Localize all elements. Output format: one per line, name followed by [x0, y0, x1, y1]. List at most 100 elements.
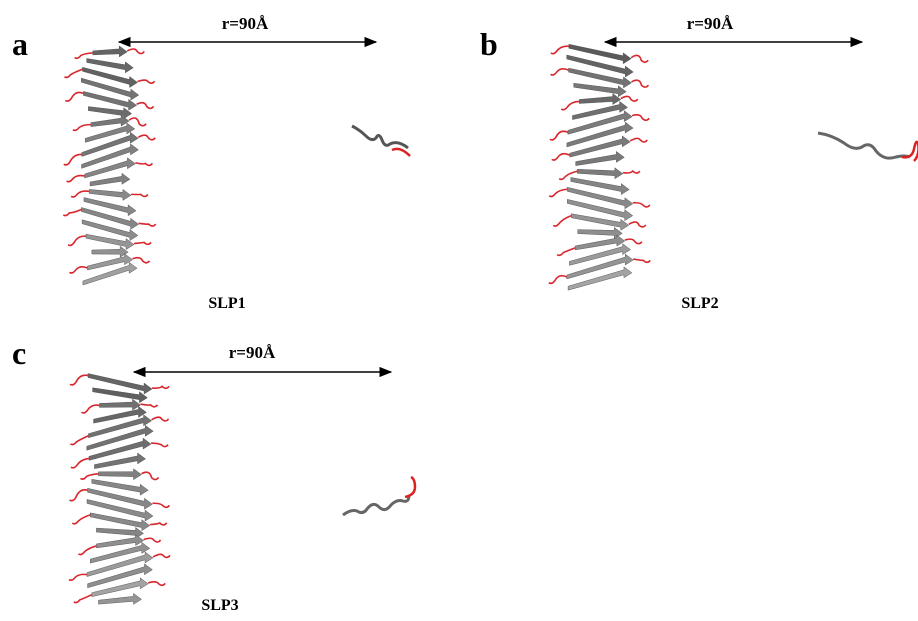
- beta-strand: [575, 150, 625, 166]
- beta-strand: [86, 551, 154, 577]
- terminus: [138, 222, 157, 227]
- terminus: [152, 385, 170, 390]
- terminus: [556, 247, 576, 257]
- terminus: [631, 114, 650, 122]
- beta-strand: [579, 93, 622, 105]
- beta-strand: [566, 121, 634, 148]
- peptide-end: [901, 140, 918, 162]
- terminus: [66, 174, 85, 183]
- terminus: [151, 416, 170, 422]
- terminus: [130, 193, 149, 198]
- terminus: [72, 123, 91, 132]
- beta-strand: [98, 468, 142, 481]
- beta-strand: [571, 213, 630, 231]
- beta-strand: [87, 487, 153, 510]
- beta-strand: [577, 226, 623, 239]
- beta-strand: [88, 414, 152, 438]
- panel-b: b r=90Å SLP2: [480, 14, 918, 312]
- beta-strand: [567, 110, 633, 135]
- beta-strand: [85, 122, 136, 143]
- beta-strand: [86, 58, 134, 74]
- terminus: [151, 442, 169, 448]
- beta-strand: [81, 219, 139, 241]
- terminus: [126, 48, 145, 55]
- panel-label: b: [480, 26, 498, 62]
- terminus: [70, 457, 90, 469]
- beta-strand: [87, 563, 153, 589]
- beta-strand: [96, 527, 144, 539]
- beta-strand: [83, 91, 137, 111]
- terminus: [132, 256, 151, 264]
- beta-strand: [570, 177, 630, 195]
- beta-strand: [94, 452, 146, 469]
- beta-strand: [82, 261, 138, 286]
- distance-label: r=90Å: [229, 343, 276, 362]
- terminus: [73, 593, 93, 604]
- beta-strand: [85, 233, 135, 250]
- beta-strand: [83, 197, 137, 217]
- terminus: [81, 404, 100, 414]
- beta-strand: [573, 82, 627, 98]
- beta-strand: [567, 199, 634, 222]
- terminus: [558, 170, 578, 181]
- beta-strand: [92, 45, 128, 58]
- distance-label: r=90Å: [222, 14, 269, 33]
- peptide: [817, 131, 911, 160]
- terminus: [628, 221, 647, 228]
- beta-strand: [568, 67, 632, 89]
- beta-strand: [569, 135, 631, 158]
- beta-strand: [566, 54, 634, 78]
- beta-strand: [576, 167, 624, 180]
- terminus: [149, 521, 168, 526]
- beta-strand: [566, 187, 634, 210]
- fibril: [68, 373, 171, 605]
- beta-strand: [91, 479, 149, 496]
- terminus: [622, 169, 641, 174]
- beta-strand: [82, 66, 138, 88]
- terminus: [560, 100, 580, 111]
- terminus: [550, 45, 569, 55]
- beta-strand: [91, 577, 149, 597]
- beta-strand: [91, 245, 129, 258]
- terminus: [147, 581, 166, 587]
- beta-strand: [96, 534, 144, 549]
- beta-strand: [87, 373, 153, 395]
- beta-strand: [81, 207, 140, 230]
- terminus: [63, 153, 82, 166]
- terminus: [136, 101, 155, 110]
- fibril: [548, 44, 651, 291]
- beta-strand: [98, 592, 142, 605]
- beta-strand: [81, 77, 140, 101]
- beta-strand: [569, 243, 631, 266]
- beta-strand: [568, 44, 632, 65]
- distance-label: r=90Å: [687, 14, 734, 33]
- terminus: [152, 502, 171, 509]
- terminus: [633, 258, 651, 264]
- terminus: [632, 201, 651, 208]
- terminus: [68, 573, 88, 582]
- structure-name: SLP3: [201, 597, 238, 614]
- beta-strand: [567, 266, 633, 291]
- panel-c: c r=90Å SLP3: [12, 335, 417, 614]
- fibril: [62, 45, 157, 286]
- beta-strand: [88, 188, 132, 201]
- terminus: [67, 235, 87, 247]
- terminus: [551, 152, 571, 161]
- beta-strand: [566, 253, 634, 280]
- beta-strand: [90, 114, 130, 127]
- terminus: [64, 91, 84, 102]
- beta-strand: [89, 172, 131, 187]
- terminus: [143, 537, 162, 543]
- terminus: [70, 190, 90, 198]
- terminus: [77, 545, 97, 556]
- terminus: [71, 514, 91, 525]
- terminus: [137, 134, 156, 141]
- terminus: [140, 403, 159, 408]
- beta-strand: [88, 106, 133, 120]
- peptide-end: [391, 147, 411, 157]
- terminus: [631, 79, 650, 88]
- beta-strand: [86, 424, 154, 451]
- structure-name: SLP1: [208, 295, 245, 312]
- terminus: [69, 489, 88, 502]
